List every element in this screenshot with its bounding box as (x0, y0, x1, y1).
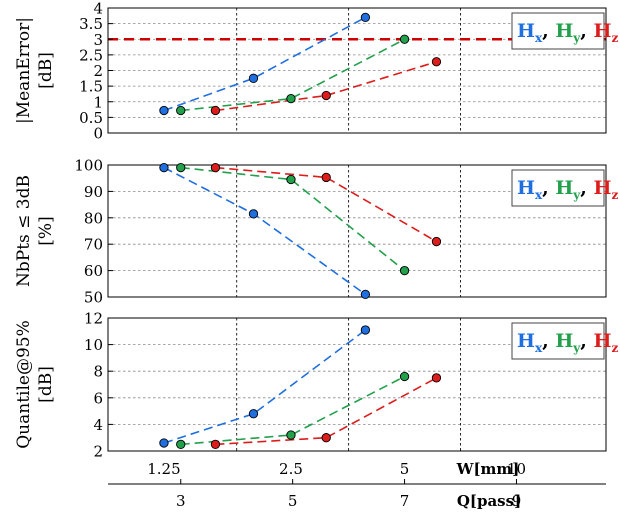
y-tick-label: 4 (93, 0, 103, 18)
legend-entry-y: H (555, 330, 573, 352)
data-point-x (159, 105, 169, 116)
legend-entry-z: H (594, 177, 612, 199)
legend: Hx, Hy, Hz (511, 169, 618, 207)
y-tick-label: 2 (93, 443, 103, 461)
series-line-z (215, 166, 437, 243)
legend-entry-z: H (594, 20, 612, 42)
w-tick-label: 10 (507, 460, 526, 478)
y-axis-label: NbPts ≤ 3dB [%] (14, 175, 56, 287)
y-tick-label: 1 (93, 93, 103, 111)
legend-text: Hx, Hy, Hz (517, 330, 618, 355)
data-point-z (431, 236, 442, 247)
plot-frame (107, 317, 607, 452)
y-tick-label: 50 (84, 289, 103, 307)
data-point-x (159, 438, 169, 448)
y-tick-label: 2.5 (79, 46, 103, 64)
data-point-y (286, 430, 296, 440)
data-point-x (360, 325, 371, 335)
data-point-z (321, 172, 331, 183)
w-tick-label: 5 (400, 460, 410, 478)
data-point-y (176, 162, 186, 173)
y-tick-label: 6 (93, 389, 103, 407)
data-point-y (176, 439, 186, 449)
data-point-y (286, 93, 296, 104)
y-tick-label: 8 (93, 363, 103, 381)
data-point-y (399, 34, 410, 44)
legend-entry-x: H (517, 330, 535, 352)
data-point-y (399, 371, 410, 382)
y-tick-label: 0 (93, 125, 103, 143)
w-axis: 1.25 2.5 5 10W[mm] (147, 460, 526, 478)
w-tick-label: 2.5 (279, 460, 303, 478)
panel-3: 2 4 6 8 10 12 Quantile@95% [dB] Hx, Hy, Hz (14, 310, 618, 461)
legend-text: Hx, Hy, Hz (517, 20, 618, 45)
y-tick-label: 2 (93, 62, 103, 80)
series-line-z (215, 61, 437, 112)
data-point-z (210, 105, 221, 116)
data-point-x (360, 12, 371, 23)
y-tick-label: 12 (84, 310, 103, 328)
series-line-x (163, 16, 366, 112)
y-tick-label: 80 (84, 209, 103, 227)
data-point-z (431, 373, 442, 383)
data-point-x (248, 73, 259, 83)
data-point-z (210, 439, 221, 449)
y-tick-label: 0.5 (79, 109, 103, 127)
data-point-x (248, 409, 259, 419)
q-tick-label: 3 (176, 492, 186, 510)
series-line-x (163, 329, 366, 444)
q-tick-label: 7 (400, 492, 410, 510)
y-axis-label: |MeanError| [dB] (14, 17, 56, 124)
legend-entry-y: H (555, 20, 573, 42)
y-tick-label: 90 (84, 183, 103, 201)
y-tick-label: 10 (84, 336, 103, 354)
w-axis-label: W[mm] (456, 460, 520, 478)
legend-entry-x: H (517, 20, 535, 42)
y-tick-label: 1.5 (79, 78, 103, 96)
legend: Hx, Hy, Hz (511, 322, 618, 360)
y-tick-label: 4 (93, 416, 103, 434)
q-axis-label: Q[pass] (457, 492, 521, 510)
legend-entry-x: H (517, 177, 535, 199)
y-tick-label: 70 (84, 236, 103, 254)
q-tick-label: 5 (288, 492, 298, 510)
q-axis: 3 5 7 9Q[pass] (108, 479, 606, 510)
data-point-y (399, 265, 410, 276)
y-tick-label: 60 (84, 262, 103, 280)
w-tick-label: 1.25 (147, 460, 180, 478)
data-point-x (159, 162, 169, 173)
legend-box (511, 12, 605, 50)
legend-entry-z: H (594, 330, 612, 352)
data-point-z (431, 57, 442, 67)
data-point-y (176, 105, 186, 116)
data-point-x (360, 289, 371, 300)
legend-entry-y: H (555, 177, 573, 199)
data-point-z (210, 162, 221, 173)
q-tick-label: 9 (512, 492, 522, 510)
legend-text: Hx, Hy, Hz (517, 177, 618, 202)
y-axis-label: Quantile@95% [dB] (14, 320, 56, 449)
data-point-x (248, 209, 259, 219)
y-tick-label: 3.5 (79, 15, 103, 33)
legend: Hx, Hy, Hz (511, 12, 618, 50)
legend-box (511, 169, 605, 207)
plot-frame (107, 164, 607, 298)
panel-2: 50 60 70 80 90 100 NbPts ≤ 3dB [%] Hx, Hy, Hz (14, 157, 618, 307)
panel-1: 00.511.522.533.54 |MeanError| [dB] Hx, Hy, … (14, 0, 618, 143)
data-point-y (286, 174, 296, 185)
data-point-z (321, 433, 331, 443)
series-line-x (163, 166, 366, 296)
data-point-z (321, 90, 331, 101)
legend-box (511, 322, 605, 360)
y-tick-label: 100 (74, 157, 103, 175)
y-tick-label: 3 (93, 31, 103, 49)
